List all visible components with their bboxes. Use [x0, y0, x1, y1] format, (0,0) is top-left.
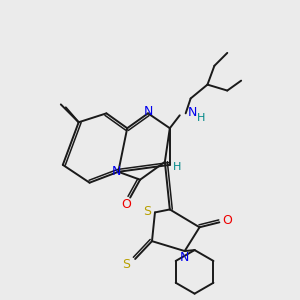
Text: H: H — [172, 162, 181, 172]
Text: H: H — [196, 113, 205, 123]
Text: N: N — [188, 106, 197, 119]
Text: O: O — [121, 198, 131, 211]
Text: N: N — [180, 251, 189, 265]
Text: N: N — [112, 165, 121, 178]
Text: S: S — [122, 258, 130, 272]
Text: O: O — [222, 214, 232, 227]
Text: N: N — [143, 105, 153, 118]
Text: S: S — [143, 205, 151, 218]
